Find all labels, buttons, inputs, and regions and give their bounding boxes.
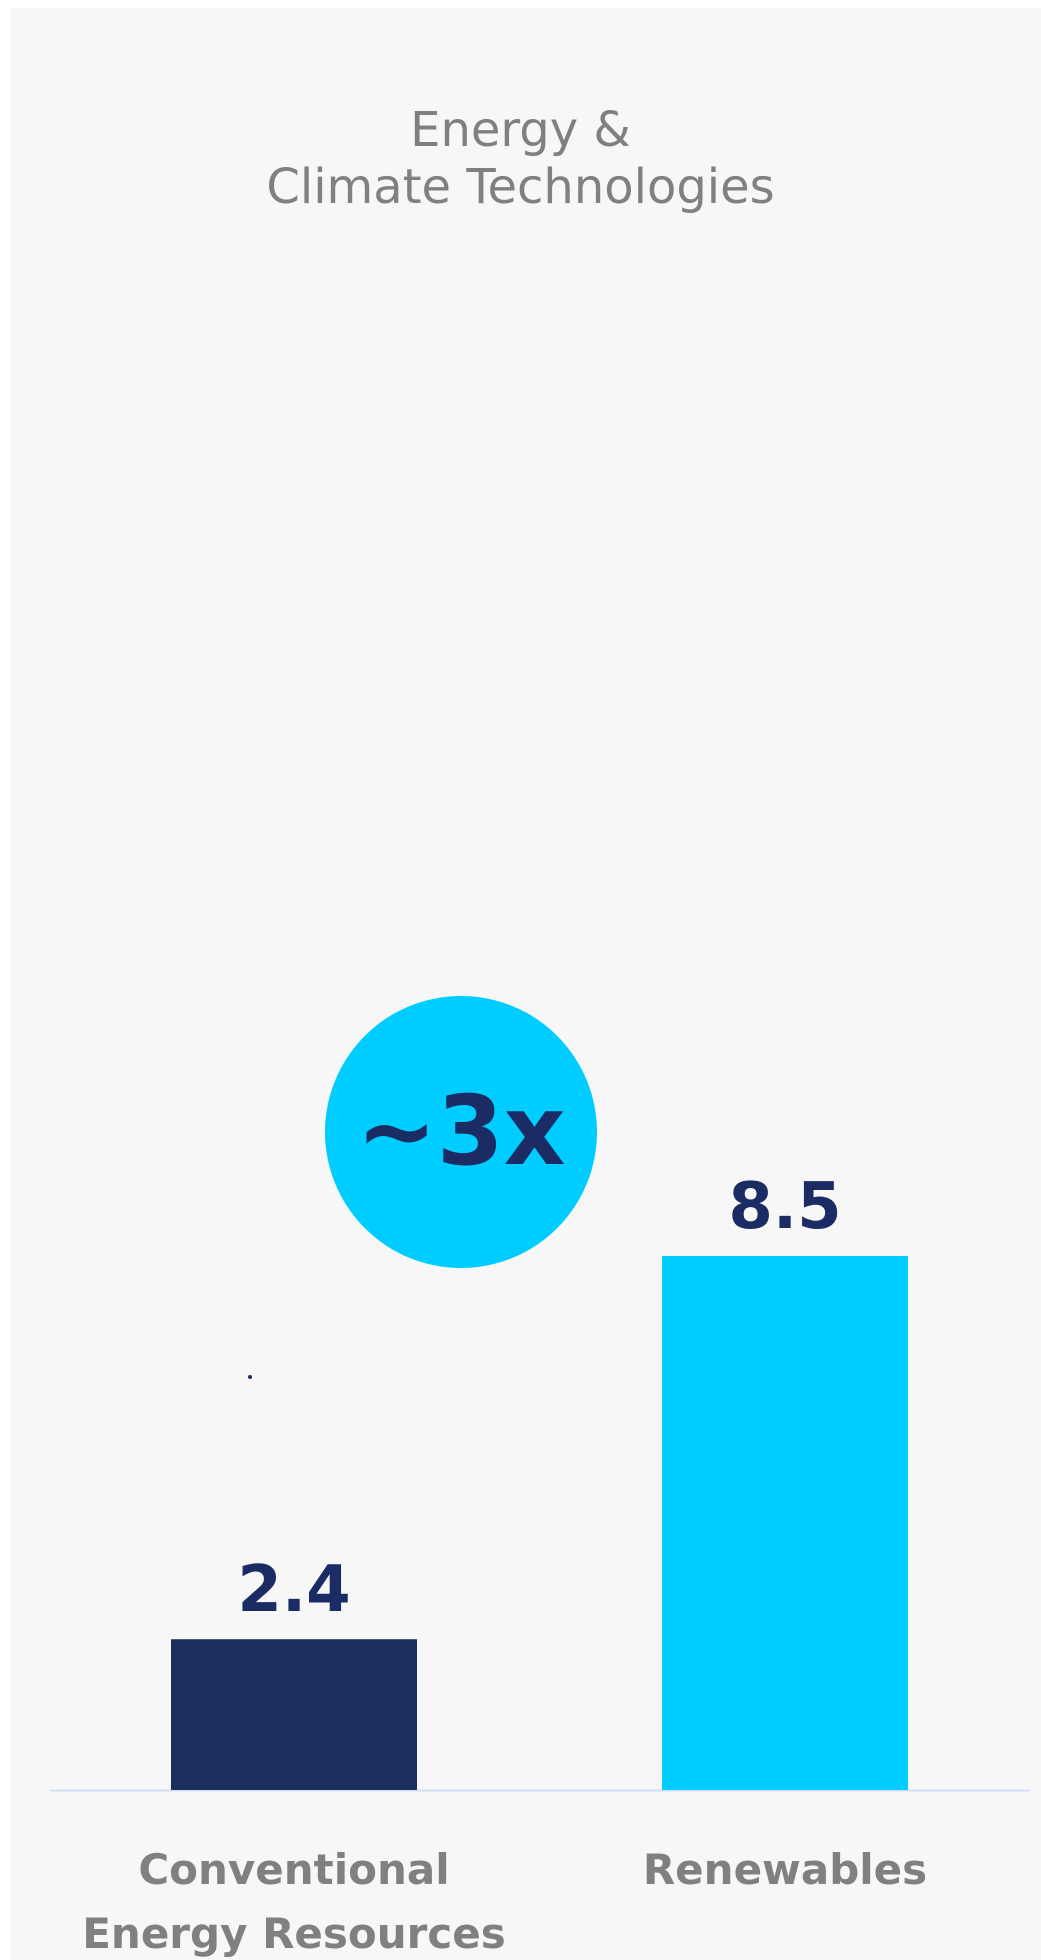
chart-title-line-1: Energy & bbox=[410, 102, 631, 158]
chart-title-line-2: Climate Technologies bbox=[266, 159, 775, 215]
category-label-2-line-1: Renewables bbox=[643, 1845, 927, 1894]
multiplier-label: ~3x bbox=[356, 1075, 565, 1187]
bar-2 bbox=[662, 1256, 908, 1790]
multiplier-bubble bbox=[325, 996, 597, 1268]
stray-dot bbox=[248, 1375, 252, 1379]
bar-value-label-1: 2.4 bbox=[237, 1553, 350, 1627]
chart-title: Energy & Climate Technologies bbox=[0, 102, 1041, 216]
bar-value-label-2: 8.5 bbox=[728, 1170, 841, 1244]
category-label-1-line-1: Conventional bbox=[138, 1845, 449, 1894]
category-label-1-line-2: Energy Resources bbox=[82, 1909, 506, 1958]
bar-1 bbox=[171, 1639, 417, 1790]
